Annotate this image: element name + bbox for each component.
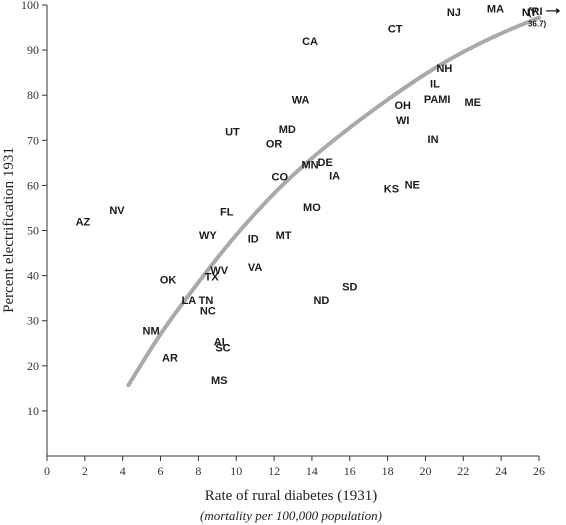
state-label-tn: TN <box>199 295 214 307</box>
state-label-nd: ND <box>313 295 329 307</box>
state-label-nv: NV <box>109 205 125 217</box>
state-label-mt: MT <box>276 230 292 242</box>
x-axis-subtitle: (mortality per 100,000 population) <box>200 508 382 523</box>
state-label-al: AL <box>214 336 229 348</box>
y-tick-label: 80 <box>27 88 39 102</box>
x-tick-label: 26 <box>533 464 545 478</box>
trend-curve-layer <box>126 15 541 388</box>
state-label-wy: WY <box>199 230 217 242</box>
x-tick-label: 16 <box>344 464 356 478</box>
y-tick-label: 20 <box>27 359 39 373</box>
state-label-mn: MN <box>301 160 318 172</box>
state-label-ny: NY <box>522 7 538 19</box>
state-label-la: LA <box>182 295 197 307</box>
y-tick-label: 40 <box>27 269 39 283</box>
x-tick-label: 18 <box>382 464 394 478</box>
y-axis-title: Percent electrification 1931 <box>1 147 17 313</box>
y-tick-label: 100 <box>21 0 39 12</box>
state-label-va: VA <box>248 262 263 274</box>
state-label-ms: MS <box>211 375 228 387</box>
state-label-nh: NH <box>436 63 452 75</box>
y-tick-label: 50 <box>27 224 39 238</box>
y-tick-label: 70 <box>27 133 39 147</box>
state-label-ma: MA <box>487 4 504 16</box>
state-label-sd: SD <box>342 281 357 293</box>
x-tick-label: 22 <box>457 464 469 478</box>
state-label-sc: SC <box>215 342 230 354</box>
state-label-wi: WI <box>396 115 409 127</box>
state-label-co: CO <box>272 171 289 183</box>
state-label-md: MD <box>279 124 296 136</box>
y-tick-label: 30 <box>27 314 39 328</box>
state-label-nj: NJ <box>447 7 461 19</box>
state-label-de: DE <box>318 157 333 169</box>
state-label-ks: KS <box>384 184 399 196</box>
x-tick-label: 4 <box>120 464 126 478</box>
state-label-ne: NE <box>405 179 420 191</box>
state-label-pa: PA <box>424 94 439 106</box>
y-tick-label: 10 <box>27 404 39 418</box>
state-label-nm: NM <box>143 326 160 338</box>
annotation-ri-value: 36.7) <box>528 19 547 28</box>
x-tick-label: 2 <box>82 464 88 478</box>
state-label-il: IL <box>430 78 440 90</box>
state-label-or: OR <box>266 138 283 150</box>
annotation-ri: (RI <box>528 6 543 18</box>
state-label-wa: WA <box>292 95 310 107</box>
x-tick-label: 10 <box>230 464 242 478</box>
trend-curve <box>126 15 541 388</box>
x-tick-label: 0 <box>44 464 50 478</box>
state-label-ia: IA <box>329 170 340 182</box>
state-label-ar: AR <box>162 353 178 365</box>
state-label-mi: MI <box>438 94 450 106</box>
state-label-fl: FL <box>220 207 234 219</box>
x-axis-title: Rate of rural diabetes (1931) <box>205 488 377 504</box>
x-tick-label: 12 <box>268 464 280 478</box>
state-label-ca: CA <box>302 36 318 48</box>
state-label-mo: MO <box>303 202 321 214</box>
state-label-ok: OK <box>160 275 177 287</box>
state-label-me: ME <box>465 97 482 109</box>
state-label-id: ID <box>248 234 259 246</box>
x-tick-label: 6 <box>158 464 164 478</box>
x-tick-label: 24 <box>495 464 507 478</box>
state-label-ut: UT <box>225 126 240 138</box>
state-label-wv: WV <box>210 265 228 277</box>
axes: 0 2 4 6 8 10 12 14 16 18 20 22 24 2610203040506070809… <box>21 0 545 478</box>
x-tick-label: 14 <box>306 464 318 478</box>
state-label-oh: OH <box>395 100 412 112</box>
y-tick-label: 60 <box>27 178 39 192</box>
x-tick-label: 8 <box>195 464 201 478</box>
annotation-arrow-head <box>556 7 561 14</box>
state-label-nc: NC <box>200 305 216 317</box>
y-tick-label: 90 <box>27 43 39 57</box>
state-label-ct: CT <box>388 23 403 35</box>
state-label-in: IN <box>428 134 439 146</box>
state-label-az: AZ <box>76 216 91 228</box>
state-label-tx: TX <box>205 272 220 284</box>
x-tick-label: 20 <box>419 464 431 478</box>
